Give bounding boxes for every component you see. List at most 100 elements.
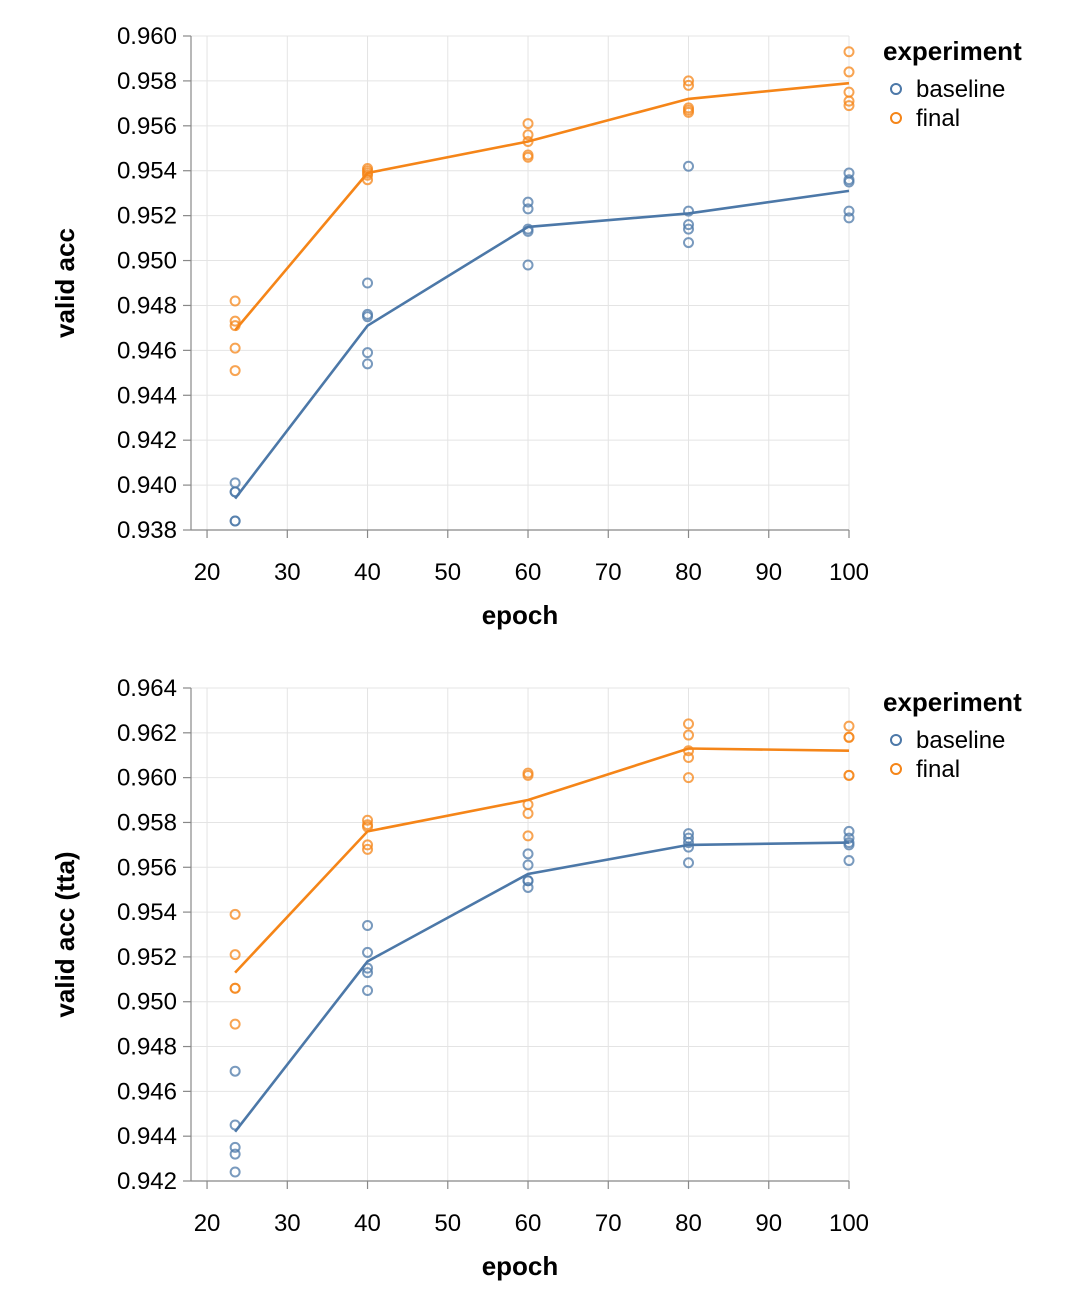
grid [191, 687, 850, 1182]
data-point-final [683, 729, 695, 741]
y-tick-label: 0.960 [117, 765, 177, 792]
data-point-baseline [843, 839, 855, 851]
data-point-final [522, 769, 534, 781]
data-point-final [229, 365, 241, 377]
data-point-baseline [362, 358, 374, 370]
y-tick-label: 0.940 [117, 472, 177, 499]
data-point-final [229, 949, 241, 961]
y-tick-label: 0.946 [117, 337, 177, 364]
x-axis-title: epoch [482, 600, 559, 630]
x-tick-label: 80 [675, 1210, 702, 1237]
data-point-final [229, 1018, 241, 1030]
data-point-final [683, 79, 695, 91]
data-point-final [362, 843, 374, 855]
x-tick-label: 100 [829, 1210, 869, 1237]
data-point-final [522, 118, 534, 130]
data-point-baseline [522, 196, 534, 208]
y-tick-label: 0.958 [117, 68, 177, 95]
data-point-baseline [683, 841, 695, 853]
data-point-baseline [522, 875, 534, 887]
y-tick-label: 0.952 [117, 203, 177, 230]
data-point-baseline [843, 205, 855, 217]
data-point-baseline [229, 1148, 241, 1160]
data-point-baseline [683, 237, 695, 249]
data-point-final [229, 342, 241, 354]
legend-label-baseline: baseline [916, 76, 1005, 103]
y-tick-label: 0.938 [117, 517, 177, 544]
y-tick-label: 0.960 [117, 23, 177, 50]
legend-title: experiment [883, 687, 1022, 717]
data-point-final [229, 908, 241, 920]
data-point-baseline [229, 1065, 241, 1077]
data-point-baseline [362, 985, 374, 997]
data-point-final [843, 100, 855, 112]
y-tick-label: 0.952 [117, 944, 177, 971]
y-tick-label: 0.950 [117, 989, 177, 1016]
y-tick-label: 0.956 [117, 854, 177, 881]
y-tick-label: 0.950 [117, 248, 177, 275]
y-tick-label: 0.942 [117, 427, 177, 454]
legend-symbol-final [890, 763, 902, 775]
data-point-baseline [683, 219, 695, 231]
series-baseline [229, 160, 855, 527]
x-tick-label: 90 [755, 559, 782, 586]
data-point-baseline [683, 223, 695, 235]
x-tick-label: 50 [434, 1210, 461, 1237]
data-point-baseline [362, 946, 374, 958]
x-tick-label: 30 [274, 559, 301, 586]
data-point-final [229, 315, 241, 327]
data-point-baseline [362, 920, 374, 932]
data-point-baseline [362, 311, 374, 323]
legend-symbol-final [890, 112, 902, 124]
y-tick-label: 0.944 [117, 1123, 177, 1150]
y-tick-label: 0.956 [117, 113, 177, 140]
x-tick-label: 20 [194, 1210, 221, 1237]
data-point-final [362, 839, 374, 851]
x-tick-label: 40 [354, 559, 381, 586]
data-point-baseline [683, 837, 695, 849]
data-point-baseline [843, 855, 855, 867]
grid [191, 35, 850, 531]
data-point-final [683, 751, 695, 763]
data-point-baseline [843, 212, 855, 224]
x-tick-label: 80 [675, 559, 702, 586]
y-tick-label: 0.954 [117, 899, 177, 926]
data-point-final [522, 807, 534, 819]
x-tick-label: 90 [755, 1210, 782, 1237]
x-tick-label: 30 [274, 1210, 301, 1237]
series-line-final [234, 747, 850, 974]
x-tick-label: 20 [194, 559, 221, 586]
data-point-final [683, 718, 695, 730]
y-tick-label: 0.964 [117, 675, 177, 702]
legend-label-final: final [916, 756, 960, 783]
x-tick-label: 60 [515, 559, 542, 586]
x-tick-label: 70 [595, 1210, 622, 1237]
data-point-baseline [522, 259, 534, 271]
data-point-final [683, 772, 695, 784]
legend-label-baseline: baseline [916, 727, 1005, 754]
y-tick-label: 0.944 [117, 382, 177, 409]
x-tick-label: 100 [829, 559, 869, 586]
data-point-baseline [683, 857, 695, 869]
data-point-final [843, 46, 855, 58]
data-point-baseline [522, 859, 534, 871]
chart-valid-acc-tta: 0.942 0.944 0.946 0.948 0.950 0.952 0.954 0.956… [50, 675, 1022, 1281]
y-tick-label: 0.962 [117, 720, 177, 747]
data-point-final [522, 151, 534, 163]
legend-symbol-baseline [890, 734, 902, 746]
series-final [229, 718, 855, 1030]
x-tick-label: 50 [434, 559, 461, 586]
y-axis-title: valid acc (tta) [50, 851, 80, 1017]
data-point-baseline [683, 160, 695, 172]
x-tick-label: 60 [515, 1210, 542, 1237]
chart-valid-acc: 0.938 0.940 0.942 0.944 0.946 0.948 0.950 0.952… [50, 23, 1022, 630]
data-point-baseline [229, 515, 241, 527]
data-point-final [522, 830, 534, 842]
y-tick-label: 0.958 [117, 809, 177, 836]
data-point-final [229, 982, 241, 994]
data-point-baseline [522, 881, 534, 893]
legend-label-final: final [916, 105, 960, 132]
